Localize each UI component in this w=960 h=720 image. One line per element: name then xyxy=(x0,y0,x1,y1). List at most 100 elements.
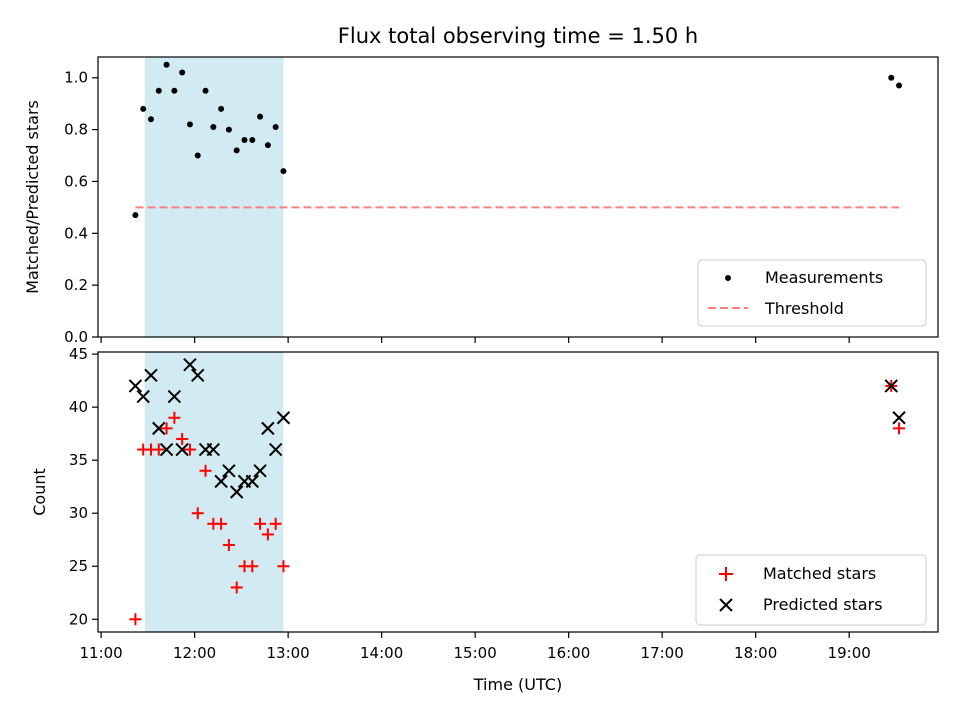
top-plot-marks xyxy=(132,61,903,219)
top-legend-box xyxy=(697,259,927,327)
chart-title: Flux total observing time = 1.50 h xyxy=(338,24,698,48)
measurement-point xyxy=(163,61,170,68)
measurement-point xyxy=(264,142,271,149)
predicted-star-point xyxy=(191,368,205,383)
matched-star-point xyxy=(222,539,235,552)
predicted-star-point xyxy=(222,464,236,478)
measurement-point xyxy=(241,136,248,143)
top-panel: Flux total observing time = 1.50 h 0.0 0.… xyxy=(23,24,939,346)
predicted-star-point xyxy=(214,474,228,489)
predicted-star-point xyxy=(229,485,244,499)
bottom-y-axis: 20 25 30 35 40 45 xyxy=(69,345,98,628)
bottom-x-axis: 11:00 12:00 13:00 14:00 15:00 16:00 17:00 18:00… xyxy=(79,632,871,662)
matched-star-point xyxy=(246,560,259,573)
measurement-point xyxy=(194,152,201,159)
measurement-point xyxy=(218,105,225,112)
top-y-tick-label: 0.6 xyxy=(64,172,88,190)
predicted-star-point xyxy=(892,411,906,425)
bottom-y-tick-label: 35 xyxy=(69,451,88,469)
legend-threshold-label: Threshold xyxy=(764,299,844,318)
x-tick-label: 15:00 xyxy=(454,644,497,662)
legend-predicted-stars-marker xyxy=(719,598,733,612)
top-y-tick-label: 1.0 xyxy=(64,69,88,87)
measurement-point xyxy=(225,126,232,133)
bottom-y-tick-label: 25 xyxy=(69,557,88,575)
x-tick-label: 18:00 xyxy=(734,644,777,662)
legend-matched-stars-marker xyxy=(719,567,733,581)
matched-star-point xyxy=(129,613,142,626)
legend-matched-stars-label: Matched stars xyxy=(763,564,876,583)
x-axis-label: Time (UTC) xyxy=(473,675,562,694)
measurement-point xyxy=(171,87,178,94)
matched-star-point xyxy=(168,411,181,424)
top-y-tick-label: 0.0 xyxy=(64,328,88,346)
predicted-star-point xyxy=(245,474,259,489)
x-tick-label: 12:00 xyxy=(173,644,216,662)
predicted-star-point xyxy=(276,411,291,425)
observing-window-band xyxy=(144,57,284,337)
top-y-axis-label: Matched/Predicted stars xyxy=(23,100,42,294)
measurement-point xyxy=(233,147,240,154)
top-y-axis: 0.0 0.2 0.4 0.6 0.8 1.0 xyxy=(64,69,98,346)
predicted-star-point xyxy=(167,389,182,404)
x-tick-label: 19:00 xyxy=(828,644,871,662)
measurement-point xyxy=(280,168,287,175)
measurement-point xyxy=(147,116,154,123)
predicted-star-point xyxy=(152,421,166,436)
measurement-point xyxy=(186,121,193,128)
matched-star-point xyxy=(160,422,173,435)
matched-star-point xyxy=(152,443,165,456)
matched-star-point xyxy=(183,443,196,456)
predicted-star-point xyxy=(884,379,898,393)
measurement-point xyxy=(179,69,186,76)
observing-window-band xyxy=(144,352,284,632)
legend-measurements-marker xyxy=(725,275,731,281)
matched-star-point xyxy=(176,432,189,445)
x-tick-label: 17:00 xyxy=(641,644,684,662)
measurement-point xyxy=(155,87,162,94)
top-y-tick-label: 0.8 xyxy=(64,121,88,139)
bottom-y-tick-label: 20 xyxy=(69,610,88,628)
predicted-star-point xyxy=(175,442,189,457)
bottom-legend: Matched stars Predicted stars xyxy=(695,554,927,626)
predicted-star-point xyxy=(206,442,221,457)
measurement-point xyxy=(888,74,895,81)
measurement-point xyxy=(896,82,903,89)
top-legend: Measurements Threshold xyxy=(697,259,927,327)
predicted-star-point xyxy=(159,442,174,457)
predicted-star-point xyxy=(268,442,283,457)
bottom-y-tick-label: 30 xyxy=(69,504,88,522)
measurement-point xyxy=(257,113,264,120)
legend-predicted-stars-label: Predicted stars xyxy=(763,595,883,614)
predicted-star-point xyxy=(253,464,267,478)
predicted-star-point xyxy=(261,421,275,436)
x-tick-label: 13:00 xyxy=(267,644,310,662)
predicted-star-point xyxy=(128,379,143,393)
bottom-y-tick-label: 40 xyxy=(69,398,88,416)
top-x-tick-marks xyxy=(100,337,850,343)
measurement-point xyxy=(249,136,256,143)
matched-star-point xyxy=(893,422,906,435)
bottom-y-axis-label: Count xyxy=(30,468,49,516)
top-y-tick-label: 0.2 xyxy=(64,276,88,294)
predicted-star-point xyxy=(136,389,150,404)
predicted-star-point xyxy=(144,368,158,383)
x-tick-label: 14:00 xyxy=(360,644,403,662)
bottom-legend-box xyxy=(695,554,927,626)
matched-star-point xyxy=(191,507,204,520)
matched-star-point xyxy=(269,517,282,530)
bottom-y-tick-label: 45 xyxy=(69,345,88,363)
top-axes-frame xyxy=(97,56,939,338)
measurement-point xyxy=(210,124,217,130)
matched-star-point xyxy=(254,517,267,530)
bottom-plot-marks xyxy=(128,358,906,626)
x-tick-label: 11:00 xyxy=(79,644,122,662)
matched-star-point xyxy=(277,560,290,573)
matched-star-point xyxy=(261,528,274,541)
measurement-point xyxy=(202,87,209,94)
bottom-panel: 20 25 30 35 40 45 11:00 12:00 13:00 14:00 15:00 16… xyxy=(30,345,939,694)
predicted-star-point xyxy=(183,358,197,372)
bottom-axes-frame xyxy=(97,351,939,633)
legend-measurements-label: Measurements xyxy=(765,268,883,287)
